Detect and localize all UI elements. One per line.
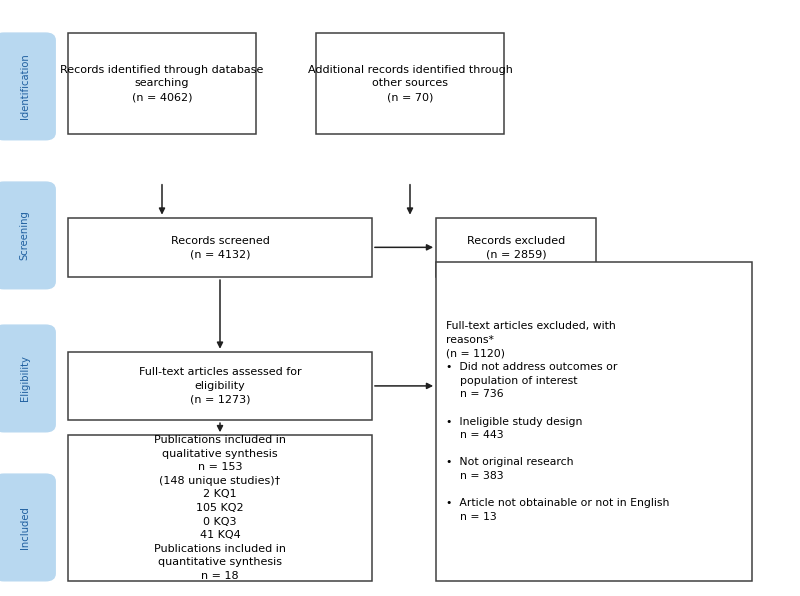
Text: Identification: Identification xyxy=(20,54,30,119)
FancyBboxPatch shape xyxy=(68,352,372,420)
FancyBboxPatch shape xyxy=(436,218,596,277)
FancyBboxPatch shape xyxy=(68,33,256,134)
Text: Publications included in
qualitative synthesis
n = 153
(148 unique studies)†
2 K: Publications included in qualitative syn… xyxy=(154,435,286,581)
Text: Full-text articles assessed for
eligibility
(n = 1273): Full-text articles assessed for eligibil… xyxy=(138,367,302,405)
FancyBboxPatch shape xyxy=(0,182,55,289)
Text: Additional records identified through
other sources
(n = 70): Additional records identified through ot… xyxy=(307,65,513,102)
FancyBboxPatch shape xyxy=(0,33,55,140)
FancyBboxPatch shape xyxy=(316,33,504,134)
FancyBboxPatch shape xyxy=(0,325,55,432)
Text: Records identified through database
searching
(n = 4062): Records identified through database sear… xyxy=(60,65,264,102)
FancyBboxPatch shape xyxy=(68,435,372,581)
Text: Full-text articles excluded, with
reasons*
(n = 1120)
•  Did not address outcome: Full-text articles excluded, with reason… xyxy=(446,321,670,522)
Text: Records screened
(n = 4132): Records screened (n = 4132) xyxy=(170,235,270,259)
FancyBboxPatch shape xyxy=(0,474,55,581)
Text: Records excluded
(n = 2859): Records excluded (n = 2859) xyxy=(467,235,565,259)
Text: Screening: Screening xyxy=(20,210,30,260)
FancyBboxPatch shape xyxy=(436,262,752,581)
Text: Eligibility: Eligibility xyxy=(20,356,30,401)
FancyBboxPatch shape xyxy=(68,218,372,277)
Text: Included: Included xyxy=(20,506,30,549)
